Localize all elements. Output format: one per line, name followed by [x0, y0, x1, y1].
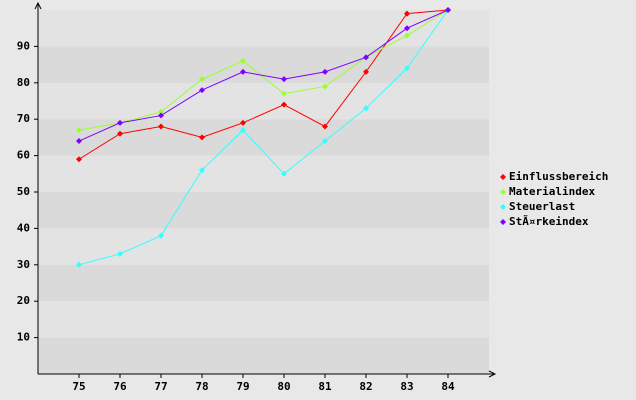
y-tick-label: 80	[17, 76, 30, 89]
legend-label: Einflussbereich	[509, 170, 608, 183]
data-point	[363, 54, 369, 61]
grid-band	[38, 82, 489, 120]
data-point	[240, 127, 246, 134]
grid-band	[38, 155, 489, 192]
data-point	[322, 68, 328, 75]
x-tick-label: 77	[154, 380, 167, 393]
x-tick-label: 84	[441, 380, 455, 393]
x-tick-label: 83	[400, 380, 413, 393]
grid-band	[38, 119, 489, 156]
y-tick-label: 40	[17, 221, 30, 234]
data-point	[322, 123, 328, 130]
data-point	[404, 65, 410, 72]
data-point	[281, 101, 287, 108]
data-point	[158, 108, 164, 115]
data-point	[76, 156, 82, 163]
data-point	[281, 76, 287, 83]
grid-band	[38, 10, 489, 47]
y-tick-label: 60	[17, 149, 30, 162]
x-tick-label: 81	[318, 380, 332, 393]
x-tick-label: 82	[359, 380, 372, 393]
data-point	[158, 123, 164, 130]
x-tick-label: 79	[236, 380, 249, 393]
series-line	[78, 9, 449, 142]
data-point	[322, 83, 328, 90]
data-point	[404, 10, 410, 17]
y-tick-label: 10	[17, 331, 30, 344]
y-tick-label: 50	[17, 185, 30, 198]
y-tick-label: 30	[17, 258, 30, 271]
data-point	[117, 119, 123, 126]
y-tick-label: 90	[17, 39, 30, 52]
grid-bands	[38, 10, 489, 374]
data-point	[404, 25, 410, 32]
series-line	[78, 9, 449, 266]
x-tick-label: 75	[72, 380, 85, 393]
series-line	[78, 9, 449, 131]
x-tick-label: 80	[277, 380, 290, 393]
x-axis-arrow	[488, 370, 497, 378]
legend-marker	[500, 174, 506, 180]
grid-band	[38, 192, 489, 229]
legend-marker	[500, 204, 506, 210]
data-point	[117, 250, 123, 257]
y-tick-label: 20	[17, 294, 30, 307]
data-point	[76, 138, 82, 145]
data-point	[363, 68, 369, 75]
data-point	[158, 232, 164, 239]
data-point	[199, 87, 205, 94]
data-point	[117, 130, 123, 137]
data-point	[404, 32, 410, 39]
legend-label: Steuerlast	[509, 200, 575, 213]
data-point	[281, 90, 287, 97]
x-tick-label: 76	[113, 380, 127, 393]
legend-label: Materialindex	[509, 185, 595, 198]
data-point	[158, 112, 164, 119]
grid-band	[38, 264, 489, 302]
data-point	[445, 7, 451, 13]
data-point	[76, 127, 82, 134]
y-tick-label: 70	[17, 112, 30, 125]
data-point	[240, 68, 246, 75]
legend-marker	[500, 189, 506, 195]
data-point	[322, 138, 328, 145]
data-point	[76, 261, 82, 268]
data-point	[199, 76, 205, 83]
legend-marker	[500, 219, 506, 225]
data-point	[363, 105, 369, 112]
data-point	[240, 57, 246, 64]
plot	[76, 7, 451, 268]
y-axis-arrow	[34, 1, 42, 10]
grid-band	[38, 337, 489, 374]
grid-band	[38, 228, 489, 265]
x-tick-label: 78	[195, 380, 208, 393]
data-point	[240, 119, 246, 126]
legend-label: StÃ¤rkeindex	[509, 215, 589, 228]
grid-band	[38, 301, 489, 338]
data-point	[199, 134, 205, 141]
data-point	[281, 170, 287, 177]
data-point	[199, 167, 205, 174]
